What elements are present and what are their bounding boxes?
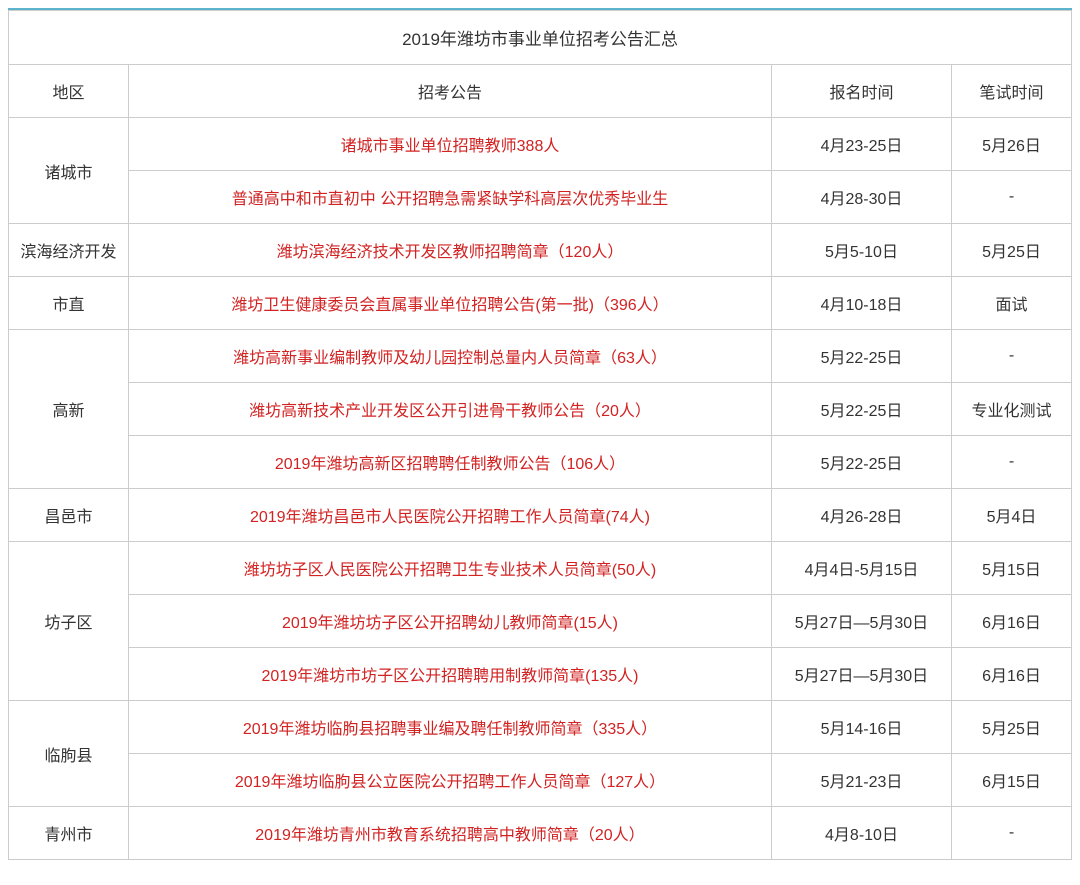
notice-link[interactable]: 2019年潍坊坊子区公开招聘幼儿教师简章(15人) bbox=[129, 595, 772, 648]
notice-link[interactable]: 诸城市事业单位招聘教师388人 bbox=[129, 118, 772, 171]
region-cell: 滨海经济开发 bbox=[9, 224, 129, 277]
exam-cell: 专业化测试 bbox=[951, 383, 1071, 436]
exam-cell: 5月4日 bbox=[951, 489, 1071, 542]
region-cell: 青州市 bbox=[9, 807, 129, 860]
notice-link[interactable]: 2019年潍坊临朐县招聘事业编及聘任制教师简章（335人） bbox=[129, 701, 772, 754]
table-row: 2019年潍坊高新区招聘聘任制教师公告（106人）5月22-25日- bbox=[9, 436, 1072, 489]
region-cell: 坊子区 bbox=[9, 542, 129, 701]
exam-cell: - bbox=[951, 807, 1071, 860]
exam-cell: 6月15日 bbox=[951, 754, 1071, 807]
signup-cell: 4月10-18日 bbox=[771, 277, 951, 330]
table-header-row: 地区 招考公告 报名时间 笔试时间 bbox=[9, 65, 1072, 118]
table-container: 2019年潍坊市事业单位招考公告汇总 地区 招考公告 报名时间 笔试时间 诸城市… bbox=[8, 8, 1072, 860]
notice-link[interactable]: 潍坊高新事业编制教师及幼儿园控制总量内人员简章（63人） bbox=[129, 330, 772, 383]
notice-link[interactable]: 潍坊坊子区人民医院公开招聘卫生专业技术人员简章(50人) bbox=[129, 542, 772, 595]
exam-cell: 6月16日 bbox=[951, 648, 1071, 701]
exam-cell: - bbox=[951, 436, 1071, 489]
notice-link[interactable]: 2019年潍坊临朐县公立医院公开招聘工作人员简章（127人） bbox=[129, 754, 772, 807]
notice-link[interactable]: 2019年潍坊昌邑市人民医院公开招聘工作人员简章(74人) bbox=[129, 489, 772, 542]
header-region: 地区 bbox=[9, 65, 129, 118]
table-row: 诸城市诸城市事业单位招聘教师388人4月23-25日5月26日 bbox=[9, 118, 1072, 171]
exam-cell: 5月25日 bbox=[951, 224, 1071, 277]
table-row: 2019年潍坊坊子区公开招聘幼儿教师简章(15人)5月27日—5月30日6月16… bbox=[9, 595, 1072, 648]
notice-link[interactable]: 2019年潍坊高新区招聘聘任制教师公告（106人） bbox=[129, 436, 772, 489]
exam-cell: - bbox=[951, 330, 1071, 383]
recruitment-table: 2019年潍坊市事业单位招考公告汇总 地区 招考公告 报名时间 笔试时间 诸城市… bbox=[8, 10, 1072, 860]
signup-cell: 4月28-30日 bbox=[771, 171, 951, 224]
table-row: 高新潍坊高新事业编制教师及幼儿园控制总量内人员简章（63人）5月22-25日- bbox=[9, 330, 1072, 383]
table-row: 潍坊高新技术产业开发区公开引进骨干教师公告（20人）5月22-25日专业化测试 bbox=[9, 383, 1072, 436]
table-row: 2019年潍坊临朐县公立医院公开招聘工作人员简章（127人）5月21-23日6月… bbox=[9, 754, 1072, 807]
signup-cell: 5月22-25日 bbox=[771, 436, 951, 489]
table-row: 滨海经济开发潍坊滨海经济技术开发区教师招聘简章（120人）5月5-10日5月25… bbox=[9, 224, 1072, 277]
region-cell: 昌邑市 bbox=[9, 489, 129, 542]
signup-cell: 5月22-25日 bbox=[771, 330, 951, 383]
notice-link[interactable]: 潍坊卫生健康委员会直属事业单位招聘公告(第一批)（396人） bbox=[129, 277, 772, 330]
signup-cell: 4月23-25日 bbox=[771, 118, 951, 171]
exam-cell: 面试 bbox=[951, 277, 1071, 330]
exam-cell: - bbox=[951, 171, 1071, 224]
signup-cell: 5月21-23日 bbox=[771, 754, 951, 807]
notice-link[interactable]: 2019年潍坊市坊子区公开招聘聘用制教师简章(135人) bbox=[129, 648, 772, 701]
table-row: 2019年潍坊市坊子区公开招聘聘用制教师简章(135人)5月27日—5月30日6… bbox=[9, 648, 1072, 701]
table-row: 市直潍坊卫生健康委员会直属事业单位招聘公告(第一批)（396人）4月10-18日… bbox=[9, 277, 1072, 330]
header-signup: 报名时间 bbox=[771, 65, 951, 118]
table-row: 普通高中和市直初中 公开招聘急需紧缺学科高层次优秀毕业生4月28-30日- bbox=[9, 171, 1072, 224]
table-row: 临朐县2019年潍坊临朐县招聘事业编及聘任制教师简章（335人）5月14-16日… bbox=[9, 701, 1072, 754]
signup-cell: 5月27日—5月30日 bbox=[771, 648, 951, 701]
header-notice: 招考公告 bbox=[129, 65, 772, 118]
signup-cell: 5月27日—5月30日 bbox=[771, 595, 951, 648]
signup-cell: 5月22-25日 bbox=[771, 383, 951, 436]
region-cell: 诸城市 bbox=[9, 118, 129, 224]
header-exam: 笔试时间 bbox=[951, 65, 1071, 118]
signup-cell: 5月14-16日 bbox=[771, 701, 951, 754]
notice-link[interactable]: 普通高中和市直初中 公开招聘急需紧缺学科高层次优秀毕业生 bbox=[129, 171, 772, 224]
table-row: 青州市2019年潍坊青州市教育系统招聘高中教师简章（20人）4月8-10日- bbox=[9, 807, 1072, 860]
table-title-row: 2019年潍坊市事业单位招考公告汇总 bbox=[9, 11, 1072, 65]
notice-link[interactable]: 2019年潍坊青州市教育系统招聘高中教师简章（20人） bbox=[129, 807, 772, 860]
notice-link[interactable]: 潍坊高新技术产业开发区公开引进骨干教师公告（20人） bbox=[129, 383, 772, 436]
signup-cell: 4月26-28日 bbox=[771, 489, 951, 542]
table-row: 昌邑市2019年潍坊昌邑市人民医院公开招聘工作人员简章(74人)4月26-28日… bbox=[9, 489, 1072, 542]
exam-cell: 5月26日 bbox=[951, 118, 1071, 171]
region-cell: 市直 bbox=[9, 277, 129, 330]
region-cell: 高新 bbox=[9, 330, 129, 489]
signup-cell: 4月8-10日 bbox=[771, 807, 951, 860]
notice-link[interactable]: 潍坊滨海经济技术开发区教师招聘简章（120人） bbox=[129, 224, 772, 277]
region-cell: 临朐县 bbox=[9, 701, 129, 807]
signup-cell: 4月4日-5月15日 bbox=[771, 542, 951, 595]
exam-cell: 5月15日 bbox=[951, 542, 1071, 595]
table-row: 坊子区潍坊坊子区人民医院公开招聘卫生专业技术人员简章(50人)4月4日-5月15… bbox=[9, 542, 1072, 595]
exam-cell: 5月25日 bbox=[951, 701, 1071, 754]
exam-cell: 6月16日 bbox=[951, 595, 1071, 648]
signup-cell: 5月5-10日 bbox=[771, 224, 951, 277]
table-title: 2019年潍坊市事业单位招考公告汇总 bbox=[9, 11, 1072, 65]
